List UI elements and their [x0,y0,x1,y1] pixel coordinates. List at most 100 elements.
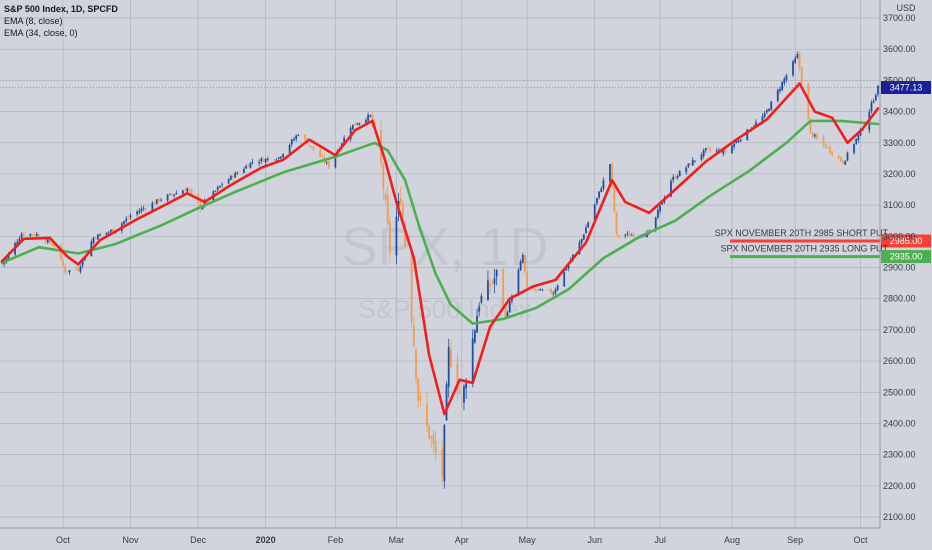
candle-body [99,234,101,236]
candle [410,246,413,328]
candle-body [567,263,570,269]
candle [51,241,54,246]
candle-body [168,193,171,195]
candle-body [262,159,265,162]
candle [216,185,219,192]
candle-body [473,330,476,343]
candle [519,259,522,272]
candle-body [689,163,692,165]
candle [262,157,265,163]
candle [186,187,189,193]
candle [853,143,855,155]
candle-body [824,144,827,149]
candle-body [846,152,849,161]
candle-body [694,160,696,162]
candle-body [831,151,834,155]
candle [155,199,158,205]
candle-body [676,176,679,179]
candle-body [672,176,675,181]
candle [110,229,112,233]
candle-body [770,101,773,110]
candle-body [504,307,507,318]
candle [367,112,369,123]
candle [277,157,280,160]
candle-body [796,54,799,58]
candle-body [356,124,359,125]
candle-body [112,228,115,232]
candle [75,267,77,272]
candle [125,215,128,224]
candle [445,381,448,421]
candle [399,186,402,205]
candle [563,271,566,287]
candle [491,280,494,286]
candle-body [480,295,483,303]
legend-ema-slow: EMA (34, close, 0) [4,28,78,38]
candle-body [29,233,32,236]
candle [280,156,282,160]
candle [395,206,398,265]
candle [142,205,145,212]
candle-body [290,139,293,145]
candle-body [142,208,145,210]
candle-body [20,234,23,239]
candle-body [308,145,311,146]
candle [219,185,221,188]
candle-body [519,261,522,270]
candle-body [127,217,130,219]
candle-body [384,194,387,201]
candle-body [428,425,431,439]
candle-body [395,216,398,256]
candle [800,66,803,86]
candle [153,201,156,204]
candle-body [404,222,407,247]
candle [443,424,446,489]
candle [471,329,474,388]
candle-body [733,143,736,147]
candle [840,156,842,163]
candle [456,353,459,402]
candle-body [521,255,524,263]
candle [77,266,80,272]
candle-body [578,242,581,255]
candle-body [746,129,749,141]
candle-body [657,210,659,218]
candle-body [755,122,757,126]
candle-body [783,78,786,84]
candle-body [842,160,845,164]
candle-body [426,403,428,426]
candle-body [18,238,21,243]
candle [62,259,64,267]
candle-body [59,245,62,260]
candle [487,270,489,301]
candle-body [22,232,25,236]
candle-body [611,163,614,187]
candle [846,151,849,162]
candle-body [245,165,247,169]
candle-body [633,234,635,237]
candle [687,163,690,169]
candle [140,206,143,214]
candle [633,232,635,239]
candle-body [293,138,295,141]
candle [288,143,291,155]
y-tick-label: 2500.00 [883,387,916,397]
candle-body [735,141,738,144]
candle [704,148,707,153]
candle [417,377,420,409]
candle-body [552,293,555,295]
y-tick-label: 3300.00 [883,138,916,148]
candle-body [722,149,725,154]
candle [617,234,620,239]
candle [765,108,768,114]
candle [539,288,542,291]
candle-body [445,384,448,421]
candle [548,288,550,291]
candle [181,189,184,194]
candle-body [593,204,596,222]
candle-body [434,441,437,454]
candle-body [181,190,184,194]
candle [221,182,223,188]
